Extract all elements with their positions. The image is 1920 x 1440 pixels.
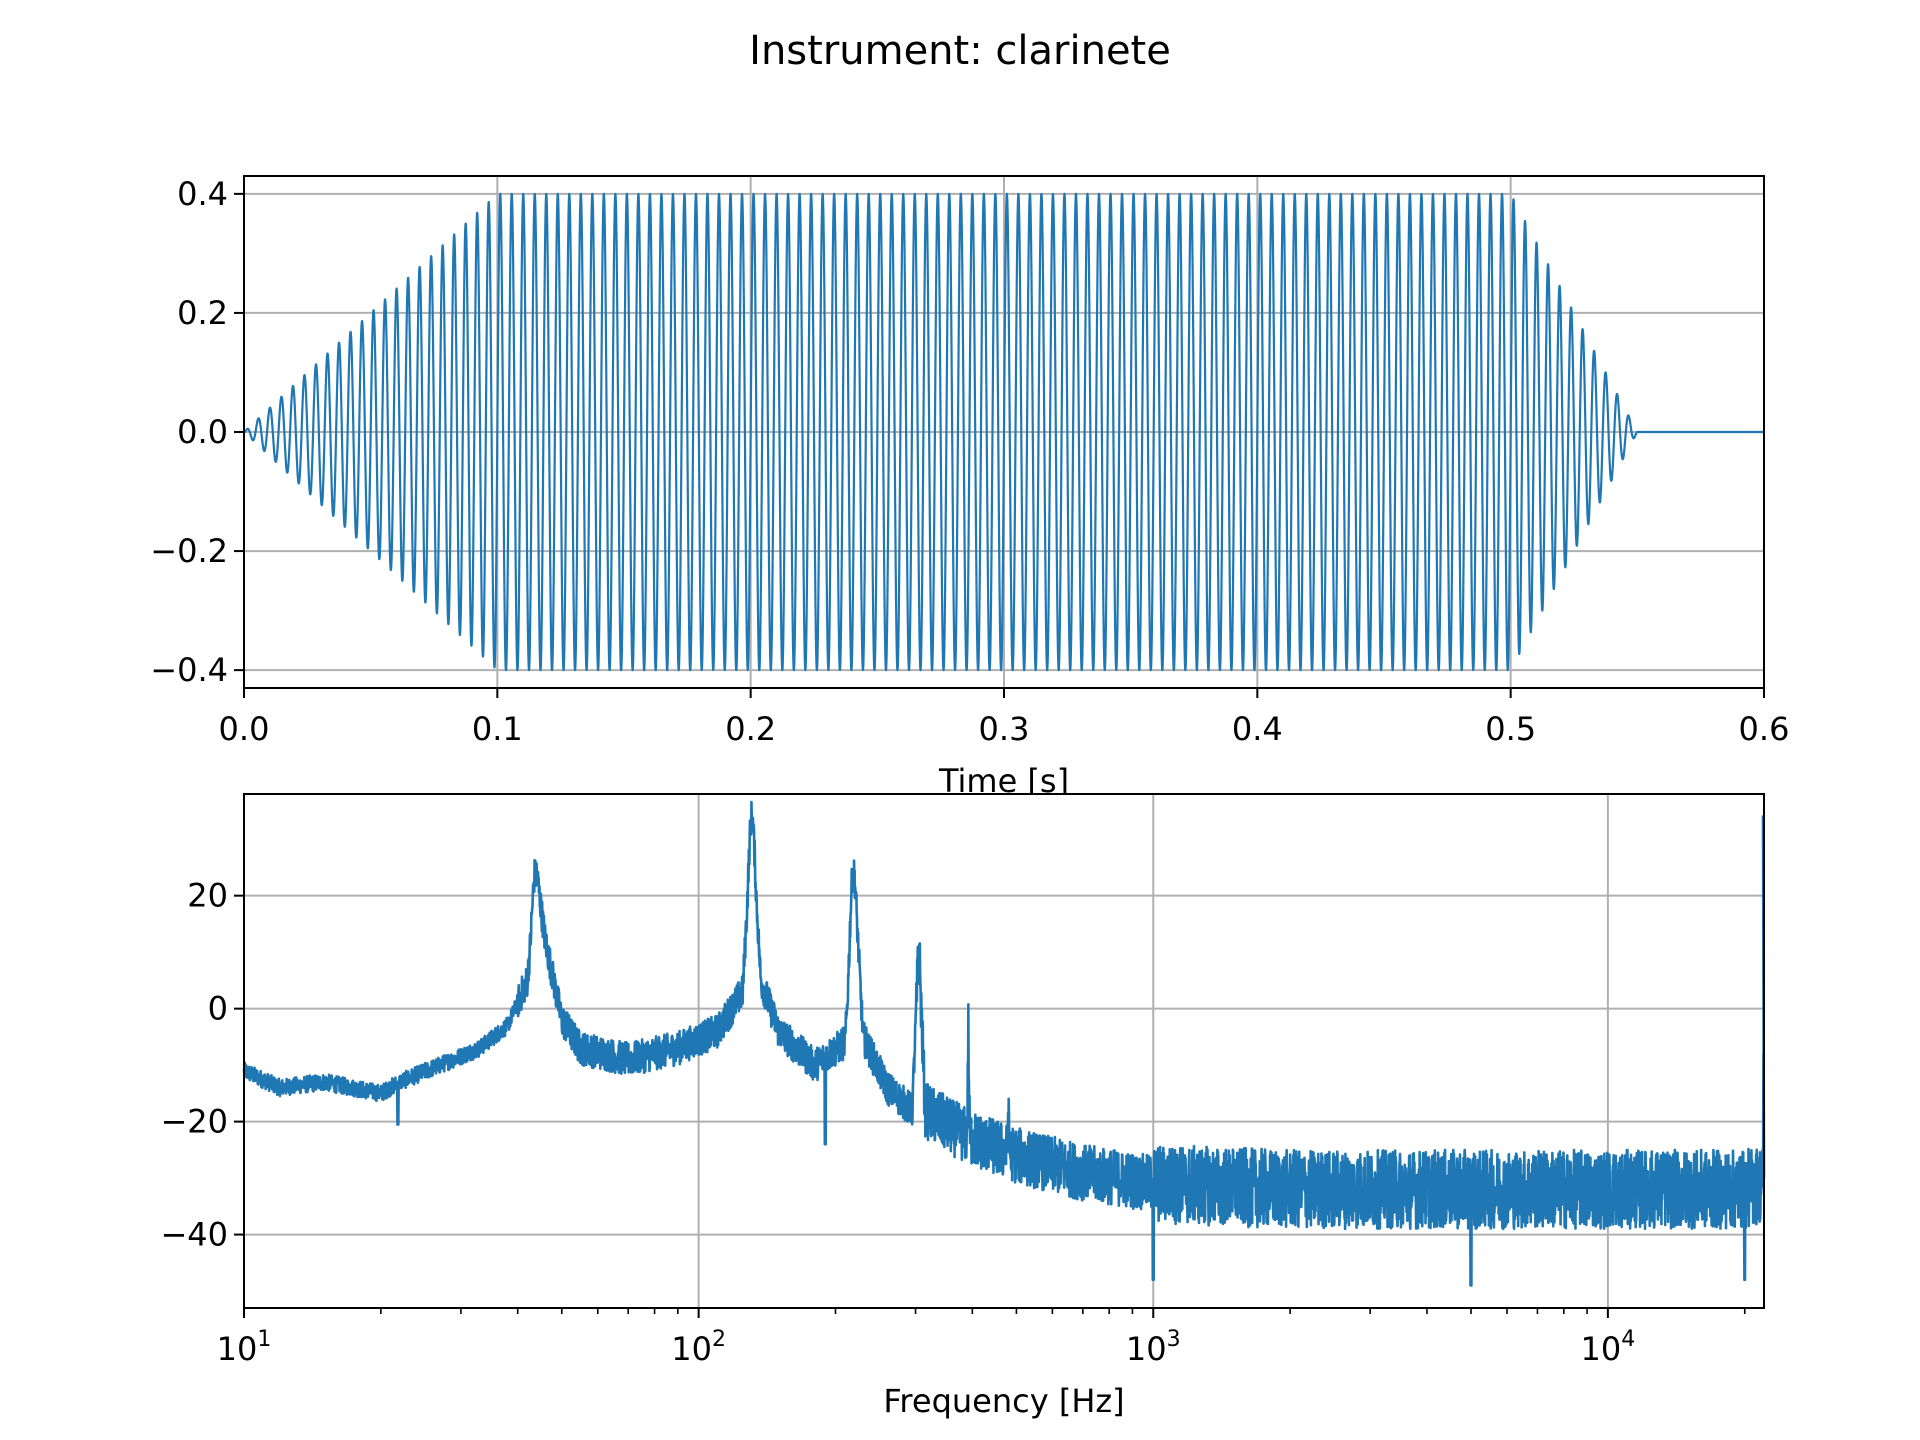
spectrum-axes: 101 102 103 104 20 0 −20 −40 Frequency [Hz] [160,793,1766,1420]
waveform-xtick-label: 0.5 [1485,710,1536,748]
waveform-ytick-label: 0.4 [177,175,228,213]
waveform-ytick-label: 0.0 [177,413,228,451]
spectrum-ytick-label: 0 [208,990,228,1028]
spectrum-xtick-label: 102 [671,1327,726,1368]
spectrum-xtick-label: 103 [1126,1327,1181,1368]
spectrum-xlabel: Frequency [Hz] [883,1382,1124,1420]
spectrum-xtick-label: 104 [1581,1327,1636,1368]
spectrum-frame [243,793,1765,1309]
waveform-xtick-label: 0.1 [472,710,523,748]
spectrum-ytick-label: 20 [187,877,228,915]
waveform-xtick-label: 0.6 [1739,710,1790,748]
waveform-ytick-label: −0.2 [150,532,228,570]
waveform-axes: 0.0 0.1 0.2 0.3 0.4 0.5 0.60.40.20.0−0.2−0.4 T… [150,175,1789,800]
waveform-xtick-label: 0.3 [979,710,1030,748]
spectrum-ytick-label: −20 [160,1103,228,1141]
spectrum-ytick-label: −40 [160,1216,228,1254]
waveform-line [243,192,1765,672]
spectrum-ticks: 101 102 103 104 20 0 −20 −40 [160,877,1746,1368]
figure-title: Instrument: clarinete [749,28,1171,74]
spectrum-xtick-label: 101 [217,1327,272,1368]
waveform-ytick-label: −0.4 [150,651,228,689]
waveform-xtick-label: 0.0 [219,710,270,748]
waveform-xtick-label: 0.4 [1232,710,1283,748]
spectrum-background [244,794,1764,1308]
waveform-xtick-label: 0.2 [725,710,776,748]
spectrum-line [242,800,1766,1287]
waveform-ticks: 0.0 0.1 0.2 0.3 0.4 0.5 0.6 0.4 0.2 0.0 −0.2 −0.4 [150,175,1789,748]
waveform-ytick-label: 0.2 [177,294,228,332]
